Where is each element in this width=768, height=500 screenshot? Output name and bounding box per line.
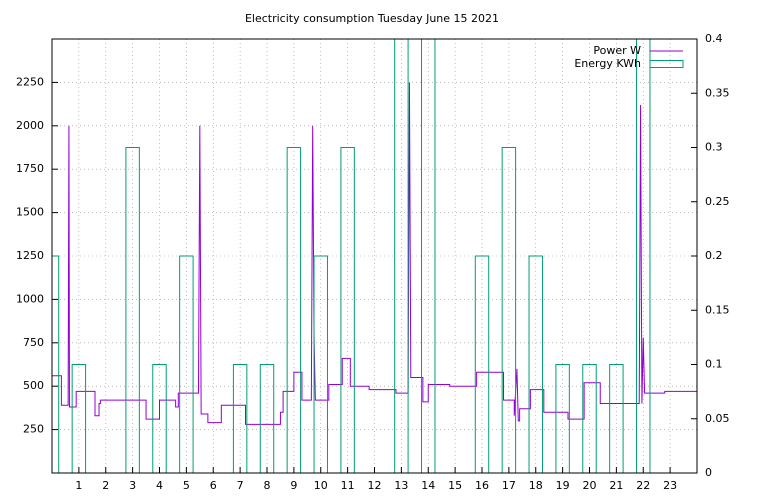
x-tick-label: 6: [210, 479, 217, 492]
y-tick-label: 2250: [16, 75, 44, 88]
y2-tick-label: 0.2: [705, 249, 723, 262]
x-tick-label: 23: [663, 479, 677, 492]
x-tick-label: 20: [583, 479, 597, 492]
x-tick-label: 5: [183, 479, 190, 492]
x-tick-label: 4: [156, 479, 163, 492]
energy-box: [52, 255, 60, 473]
y-tick-label: 2000: [16, 119, 44, 132]
energy-box: [394, 39, 409, 473]
energy-box: [179, 255, 194, 473]
x-tick-label: 22: [636, 479, 650, 492]
x-tick-label: 18: [529, 479, 543, 492]
x-tick-label: 14: [421, 479, 435, 492]
energy-box: [582, 364, 597, 473]
legend-label: Power W: [593, 44, 641, 57]
y2-tick-label: 0.25: [705, 195, 730, 208]
y-tick-label: 1750: [16, 162, 44, 175]
energy-box: [232, 364, 248, 473]
x-tick-label: 12: [368, 479, 382, 492]
legend-label: Energy KWh: [574, 57, 641, 70]
y2-tick-label: 0.35: [705, 86, 730, 99]
x-tick-label: 2: [102, 479, 109, 492]
y-tick-label: 1250: [16, 249, 44, 262]
plot-border: [51, 38, 698, 474]
x-tick-label: 17: [502, 479, 516, 492]
y-tick-label: 1500: [16, 206, 44, 219]
y2-tick-label: 0.15: [705, 303, 730, 316]
x-tick-label: 11: [341, 479, 355, 492]
y2-tick-label: 0.1: [705, 358, 723, 371]
y2-tick-label: 0: [705, 466, 712, 479]
x-tick-label: 15: [448, 479, 462, 492]
y2-tick-label: 0.4: [705, 32, 723, 45]
x-tick-label: 3: [129, 479, 136, 492]
plot-area: [52, 39, 697, 473]
legend-swatch: [649, 60, 684, 68]
energy-box: [125, 147, 140, 473]
energy-box: [501, 147, 517, 473]
energy-box: [474, 255, 490, 473]
energy-box: [421, 39, 436, 473]
x-tick-label: 13: [394, 479, 408, 492]
energy-box: [609, 364, 624, 473]
x-tick-label: 16: [475, 479, 489, 492]
y-tick-label: 250: [23, 423, 44, 436]
y2-tick-label: 0.05: [705, 412, 730, 425]
chart-title: Electricity consumption Tuesday June 15 …: [245, 12, 499, 25]
x-tick-label: 7: [237, 479, 244, 492]
power-line: [52, 82, 697, 425]
x-tick-label: 21: [609, 479, 623, 492]
energy-box: [259, 364, 275, 473]
energy-box: [636, 39, 651, 473]
x-tick-label: 19: [556, 479, 570, 492]
y-tick-label: 500: [23, 379, 44, 392]
energy-box: [528, 255, 543, 473]
x-tick-label: 1: [75, 479, 82, 492]
energy-box: [152, 364, 167, 473]
x-tick-label: 8: [264, 479, 271, 492]
energy-box: [340, 147, 355, 473]
y2-tick-label: 0.3: [705, 141, 723, 154]
x-tick-label: 9: [290, 479, 297, 492]
y-tick-label: 750: [23, 336, 44, 349]
energy-box: [286, 147, 302, 473]
energy-box: [71, 364, 87, 473]
y-tick-label: 1000: [16, 292, 44, 305]
energy-box: [313, 255, 328, 473]
x-tick-label: 10: [314, 479, 328, 492]
energy-box: [555, 364, 570, 473]
